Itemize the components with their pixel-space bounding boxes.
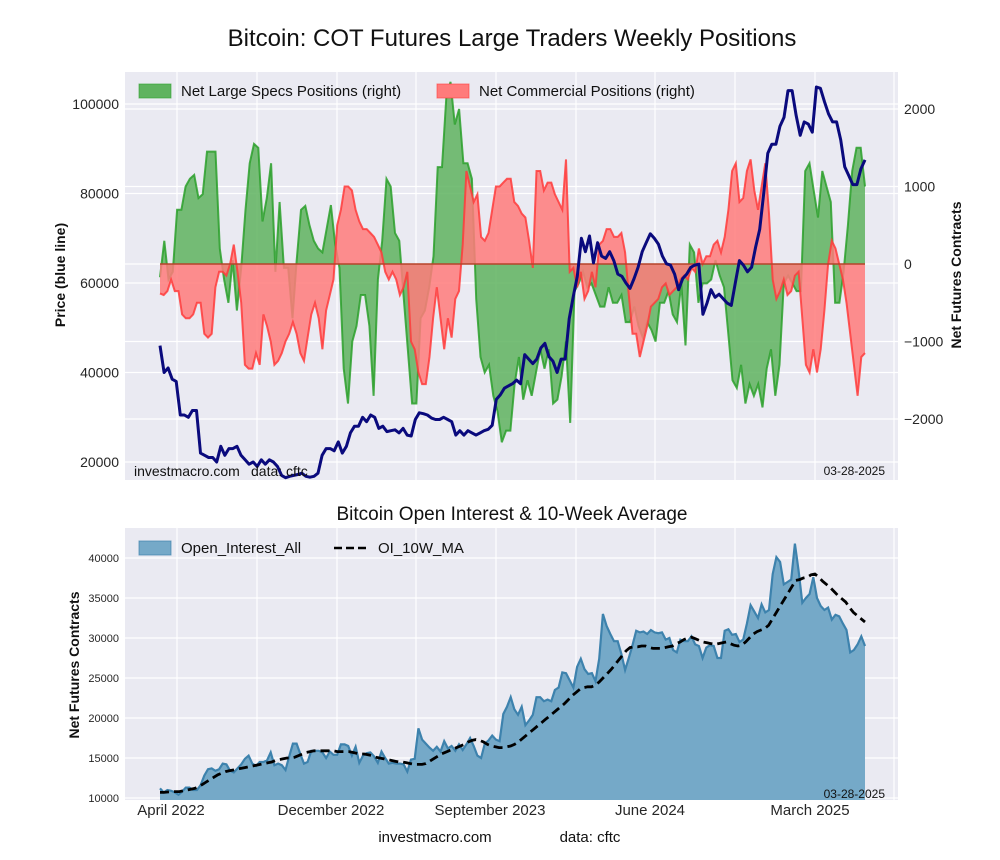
watermark-site: investmacro.com [134,463,240,479]
top-chart: 100000 80000 60000 40000 20000 2000 1000 0 −100… [52,72,964,480]
left-y-axis-label: Price (blue line) [52,223,68,327]
bottom-x-ticks: April 2022 December 2022 September 2023 Jun… [137,802,849,819]
oi-line [159,543,867,797]
commercial-area-fill [160,159,865,396]
top-price-series [158,85,867,480]
oi-title: Bitcoin Open Interest & 10-Week Average [337,504,688,525]
left-y-tick-label: 20000 [80,454,119,470]
legend-swatch-commercial [436,83,470,99]
x-tick-label: June 2024 [615,802,685,819]
left-y-tick-label: 60000 [80,275,119,291]
x-tick-label: September 2023 [435,802,546,819]
watermark-data: data: cftc [251,463,308,479]
right-y-ticks: 2000 1000 0 −1000 −2000 [904,101,944,427]
bottom-y-tick-label: 30000 [88,633,119,645]
right-y-axis-label: Net Futures Contracts [948,201,964,348]
bottom-oi-series [159,543,867,800]
bottom-y-tick-label: 20000 [88,713,119,725]
legend-swatch-specs [138,83,172,99]
bottom-ma-series [160,572,866,794]
bottom-y-tick-label: 35000 [88,593,119,605]
main-title: Bitcoin: COT Futures Large Traders Weekl… [228,25,797,52]
ma-line [160,572,866,794]
footer-site: investmacro.com [378,829,491,846]
bottom-y-tick-label: 25000 [88,673,119,685]
bottom-y-tick-label: 10000 [88,793,119,805]
bottom-y-tick-label: 40000 [88,553,119,565]
legend-label-oi: Open_Interest_All [181,540,301,557]
price-line [158,85,867,480]
top-area-series [159,81,866,443]
specs-area-fill [160,81,865,443]
commercial-area-line [159,159,866,396]
x-tick-label: April 2022 [137,802,205,819]
top-legend: Net Large Specs Positions (right) Net Co… [138,83,695,100]
top-date-label: 03-28-2025 [824,464,886,478]
bottom-y-tick-label: 15000 [88,753,119,765]
bottom-date-label: 03-28-2025 [824,787,886,801]
legend-swatch-oi [138,540,172,556]
legend-label-ma: OI_10W_MA [378,540,464,557]
right-y-tick-label: 0 [904,256,912,272]
footer-source: data: cftc [560,829,621,846]
right-y-tick-label: 1000 [904,179,935,195]
right-y-tick-label: −2000 [904,411,944,427]
right-y-tick-label: −1000 [904,334,944,350]
x-tick-label: December 2022 [278,802,385,819]
left-y-tick-label: 100000 [72,96,119,112]
bottom-legend: Open_Interest_All OI_10W_MA [138,540,464,557]
x-tick-label: March 2025 [770,802,849,819]
left-y-tick-label: 80000 [80,186,119,202]
left-y-ticks: 100000 80000 60000 40000 20000 [72,96,119,470]
right-y-tick-label: 2000 [904,101,935,117]
legend-label-specs: Net Large Specs Positions (right) [181,83,401,100]
specs-area-line [159,81,866,443]
bottom-y-ticks: 40000 35000 30000 25000 20000 15000 10000 [88,553,119,805]
legend-label-commercial: Net Commercial Positions (right) [479,83,695,100]
bottom-y-axis-label: Net Futures Contracts [66,591,82,738]
oi-area-fill [160,543,865,800]
left-y-tick-label: 40000 [80,365,119,381]
bottom-chart: 40000 35000 30000 25000 20000 15000 10000 Apri… [66,528,898,819]
